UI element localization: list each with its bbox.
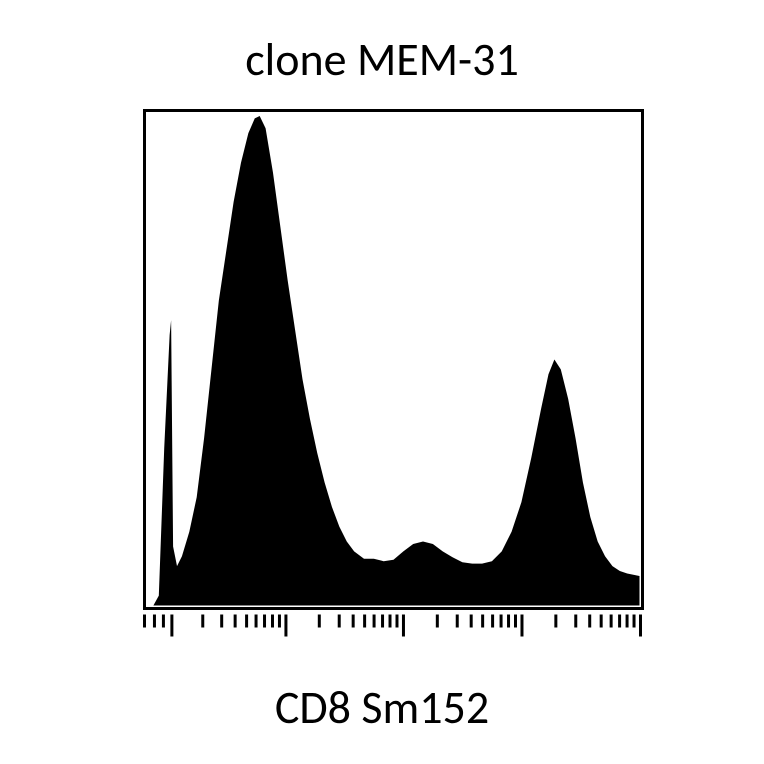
- panel-title-top: clone MEM-31: [0, 32, 764, 88]
- xaxis-ticks: [145, 615, 641, 637]
- axis-label-bottom: CD8 Sm152: [0, 680, 764, 736]
- histogram-plot: [142, 108, 644, 638]
- histogram-svg: [142, 108, 644, 638]
